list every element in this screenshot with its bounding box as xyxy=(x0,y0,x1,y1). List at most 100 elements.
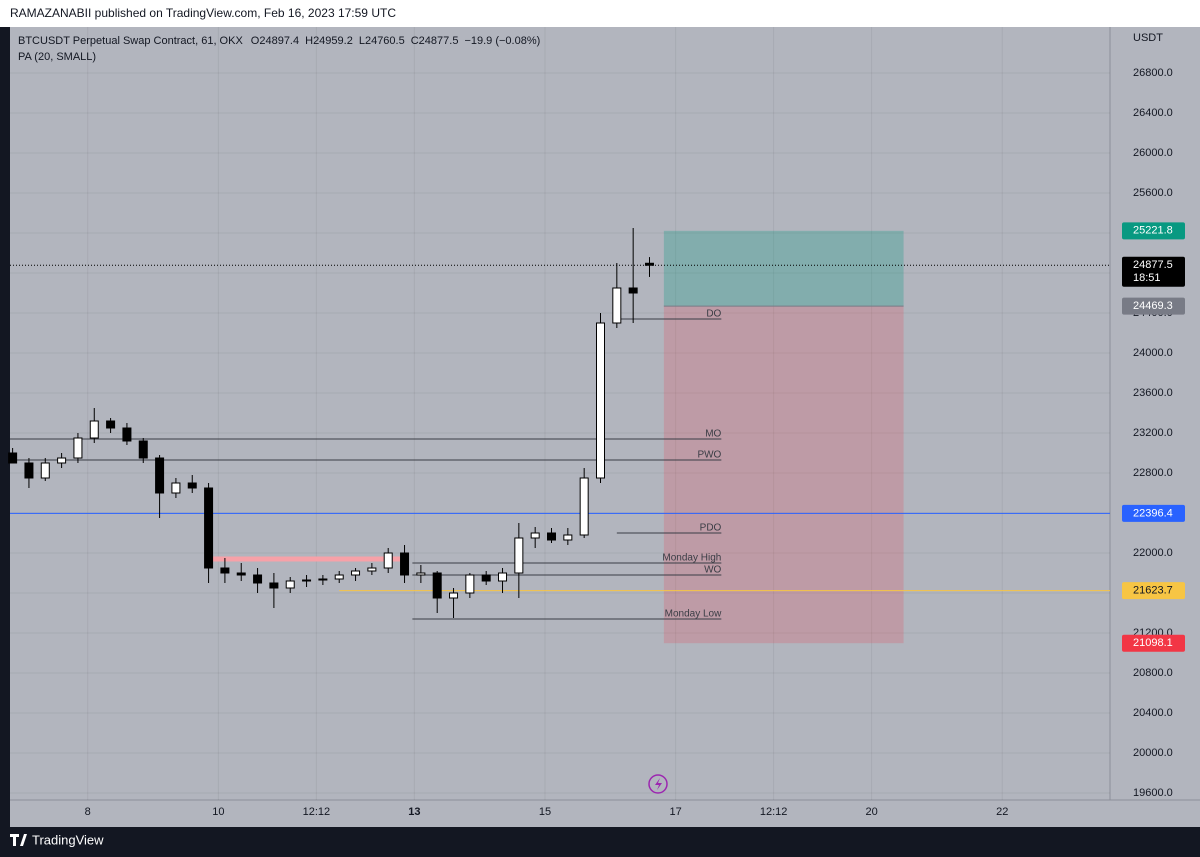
candle-body xyxy=(57,457,67,464)
x-tick-label: 8 xyxy=(85,806,91,818)
candle-body xyxy=(40,462,50,479)
candle-body xyxy=(498,572,508,582)
level-label: Monday Low xyxy=(665,609,722,620)
candle-body xyxy=(220,567,230,574)
y-tick-label: 26400.0 xyxy=(1133,107,1173,119)
candle-body xyxy=(285,580,295,589)
price-label-box xyxy=(1122,634,1185,652)
candle-body xyxy=(155,457,165,494)
candle-body xyxy=(628,287,638,294)
event-icon[interactable] xyxy=(648,774,668,794)
ohlc-key: C xyxy=(411,35,419,47)
candle-body xyxy=(253,574,263,584)
candle-body xyxy=(449,592,459,599)
candle-body xyxy=(514,537,524,574)
candle-body xyxy=(24,462,34,479)
x-tick-label: 20 xyxy=(865,806,877,818)
x-tick-label: 22 xyxy=(996,806,1008,818)
candle-body xyxy=(432,572,442,599)
y-tick-label: 26000.0 xyxy=(1133,147,1173,159)
footer-bar xyxy=(0,827,1200,857)
position-profit xyxy=(663,230,904,307)
y-tick-label: 22000.0 xyxy=(1133,547,1173,559)
candle-body xyxy=(302,579,312,582)
level-label: MO xyxy=(705,429,721,440)
level-label: DO xyxy=(706,309,721,320)
candle-body xyxy=(416,572,426,576)
x-tick-label: 12:12 xyxy=(760,806,788,818)
price-label-box xyxy=(1122,582,1185,600)
y-tick-label: 23200.0 xyxy=(1133,427,1173,439)
candle-body xyxy=(351,570,361,576)
ohlc-key: H xyxy=(305,35,313,47)
ohlc-value: 24760.5 xyxy=(365,35,405,47)
candle-body xyxy=(171,482,181,494)
level-label: WO xyxy=(704,565,721,576)
candle-body xyxy=(530,532,540,539)
time-axis xyxy=(10,800,1200,827)
x-tick-label: 15 xyxy=(539,806,551,818)
candle-body xyxy=(367,567,377,572)
y-tick-label: 19600.0 xyxy=(1133,787,1173,799)
currency: USDT xyxy=(1133,32,1163,44)
plot-area xyxy=(10,27,1200,800)
x-tick-label: 13 xyxy=(408,806,420,818)
candle-body xyxy=(187,482,197,489)
level-label: Monday High xyxy=(662,553,721,564)
x-tick-label: 10 xyxy=(212,806,224,818)
y-tick-label: 26800.0 xyxy=(1133,67,1173,79)
candle-body xyxy=(465,574,475,594)
price-label-box xyxy=(1122,222,1185,240)
ohlc-value: 24877.5 xyxy=(419,35,459,47)
event-icon-bolt xyxy=(655,778,662,790)
candle-body xyxy=(138,440,148,459)
position-loss xyxy=(663,306,904,644)
countdown: 18:51 xyxy=(1133,272,1161,284)
candle-body xyxy=(318,578,328,581)
candle-body xyxy=(400,552,410,576)
y-tick-label: 23600.0 xyxy=(1133,387,1173,399)
price-label: 25221.8 xyxy=(1133,225,1173,237)
candle-body xyxy=(269,582,279,589)
x-tick-label: 17 xyxy=(669,806,681,818)
ohlc-key: L xyxy=(359,35,365,47)
price-label: 21098.1 xyxy=(1133,637,1173,649)
y-tick-label: 22800.0 xyxy=(1133,467,1173,479)
price-label: 24469.3 xyxy=(1133,300,1173,312)
price-label-box xyxy=(1122,504,1185,522)
candle-body xyxy=(383,552,393,569)
price-label-box xyxy=(1122,297,1185,315)
candle-body xyxy=(595,322,605,479)
price-label-box xyxy=(1122,256,1185,287)
level-label: PWO xyxy=(697,450,721,461)
change: −19.9 (−0.08%) xyxy=(464,35,540,47)
y-tick-label: 20400.0 xyxy=(1133,707,1173,719)
logo xyxy=(10,834,27,846)
candle-body xyxy=(579,477,589,536)
candle-body xyxy=(122,427,132,442)
y-tick-label: 25600.0 xyxy=(1133,187,1173,199)
candle-body xyxy=(547,532,557,541)
price-label: 24877.5 xyxy=(1133,259,1173,271)
y-tick-label: 20800.0 xyxy=(1133,667,1173,679)
x-tick-label: 12:12 xyxy=(303,806,331,818)
y-tick-label: 20000.0 xyxy=(1133,747,1173,759)
y-tick-label: 24000.0 xyxy=(1133,347,1173,359)
header: RAMAZANABII published on TradingView.com… xyxy=(10,6,396,20)
candle-body xyxy=(481,574,491,582)
candle-body xyxy=(8,452,18,464)
candle-body xyxy=(204,487,214,569)
candle-body xyxy=(89,420,99,439)
candle-body xyxy=(644,262,654,266)
ohlc-key: O xyxy=(251,35,260,47)
candle-body xyxy=(236,572,246,576)
ohlc-value: 24959.2 xyxy=(313,35,353,47)
indicator: PA (20, SMALL) xyxy=(18,51,96,63)
candle-body xyxy=(334,574,344,580)
candle-body xyxy=(106,420,116,429)
footer: TradingView xyxy=(32,832,104,847)
price-label: 22396.4 xyxy=(1133,507,1173,519)
level-label: PDO xyxy=(700,523,722,534)
candle-body xyxy=(612,287,622,324)
